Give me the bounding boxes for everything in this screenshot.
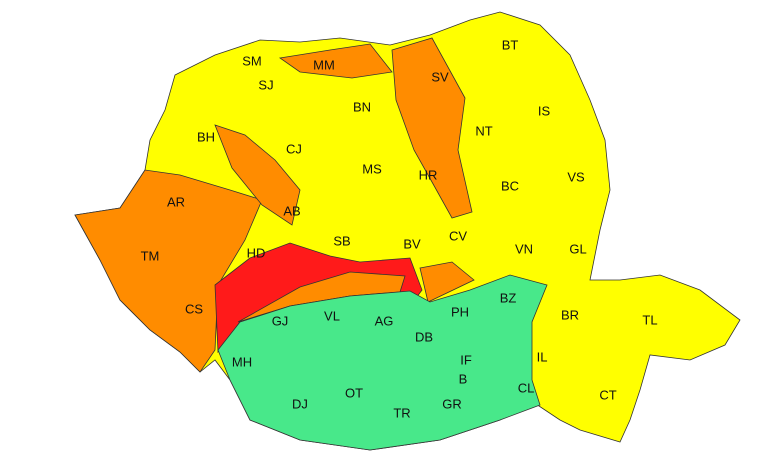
county-label-mm: MM [313, 57, 335, 72]
county-label-tr: TR [393, 405, 410, 420]
county-label-sb: SB [333, 233, 350, 248]
region-orange-east-bv [419, 261, 475, 303]
county-label-ct: CT [599, 387, 616, 402]
county-label-vn: VN [515, 241, 533, 256]
county-label-ms: MS [362, 161, 382, 176]
county-label-gj: GJ [272, 313, 289, 328]
region-green-south [217, 274, 548, 451]
county-label-ab: AB [283, 203, 300, 218]
county-label-ag: AG [375, 313, 394, 328]
county-label-is: IS [538, 103, 551, 118]
region-orange-sv-hr [391, 37, 473, 219]
county-label-b: B [459, 371, 468, 386]
county-label-ar: AR [167, 194, 185, 209]
county-label-bc: BC [501, 178, 519, 193]
county-label-dj: DJ [292, 396, 308, 411]
county-label-ph: PH [451, 304, 469, 319]
county-label-bh: BH [197, 129, 215, 144]
county-label-ot: OT [345, 385, 363, 400]
county-label-tm: TM [141, 248, 160, 263]
county-label-hr: HR [419, 167, 438, 182]
county-label-br: BR [561, 307, 579, 322]
county-label-nt: NT [475, 123, 492, 138]
county-label-cs: CS [185, 301, 203, 316]
county-label-tl: TL [642, 312, 657, 327]
county-label-bv: BV [403, 236, 421, 251]
county-label-cj: CJ [286, 141, 302, 156]
county-label-mh: MH [232, 354, 252, 369]
county-label-vl: VL [324, 308, 340, 323]
county-label-db: DB [415, 329, 433, 344]
county-label-bn: BN [353, 99, 371, 114]
county-label-bt: BT [502, 37, 519, 52]
county-label-il: IL [537, 349, 548, 364]
region-orange-mm [278, 43, 393, 79]
county-label-cv: CV [449, 228, 467, 243]
county-label-gr: GR [442, 396, 462, 411]
county-label-if: IF [460, 352, 472, 367]
county-label-sj: SJ [258, 77, 273, 92]
county-label-cl: CL [518, 380, 535, 395]
county-label-gl: GL [569, 241, 586, 256]
county-label-bz: BZ [500, 290, 517, 305]
county-label-vs: VS [567, 169, 585, 184]
county-label-sv: SV [431, 69, 449, 84]
region-orange-north-ab [214, 124, 301, 226]
county-label-sm: SM [242, 53, 262, 68]
county-label-hd: HD [247, 245, 266, 260]
